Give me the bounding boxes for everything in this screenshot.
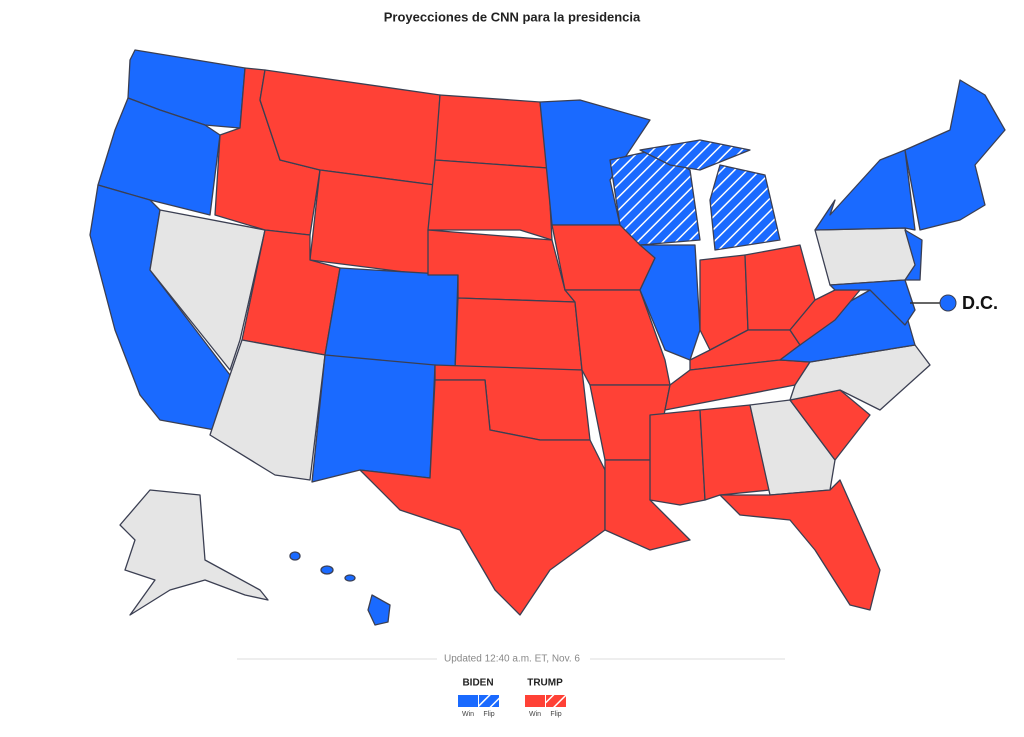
state <box>367 594 391 626</box>
state <box>311 354 436 483</box>
state <box>829 279 916 326</box>
state <box>904 79 1006 231</box>
legend: BIDEN Win Flip TRUMP Win Flip <box>458 678 566 718</box>
state <box>427 159 553 241</box>
state <box>699 404 771 501</box>
state <box>649 409 706 506</box>
state <box>814 149 916 231</box>
state <box>324 267 459 371</box>
state <box>719 479 881 611</box>
legend-label: TRUMP <box>527 678 563 689</box>
state <box>814 227 919 286</box>
state <box>359 379 606 616</box>
state <box>320 565 334 575</box>
state <box>309 169 436 276</box>
state <box>749 399 836 496</box>
state <box>454 297 583 371</box>
state <box>97 97 221 216</box>
legend-swatch-flip <box>479 695 499 707</box>
legend-flip: Flip <box>550 711 561 718</box>
state <box>344 574 356 582</box>
dc-label: D.C. <box>962 293 998 313</box>
state <box>639 139 751 171</box>
state <box>639 244 701 361</box>
legend-swatch-win <box>525 695 545 707</box>
state <box>149 209 266 371</box>
legend-win: Win <box>529 711 541 718</box>
state <box>904 229 923 281</box>
state <box>709 164 781 251</box>
state <box>434 94 549 169</box>
legend-flip: Flip <box>483 711 494 718</box>
state <box>119 489 269 616</box>
legend-win: Win <box>462 711 474 718</box>
updated-note: Updated 12:40 a.m. ET, Nov. 6 <box>444 654 580 665</box>
legend-label: BIDEN <box>462 678 493 689</box>
legend-swatch-flip <box>546 695 566 707</box>
title: Proyecciones de CNN para la presidencia <box>384 9 641 24</box>
legend-swatch-win <box>458 695 478 707</box>
state <box>289 551 301 561</box>
dc-marker <box>939 294 957 312</box>
us-map <box>89 49 1006 626</box>
